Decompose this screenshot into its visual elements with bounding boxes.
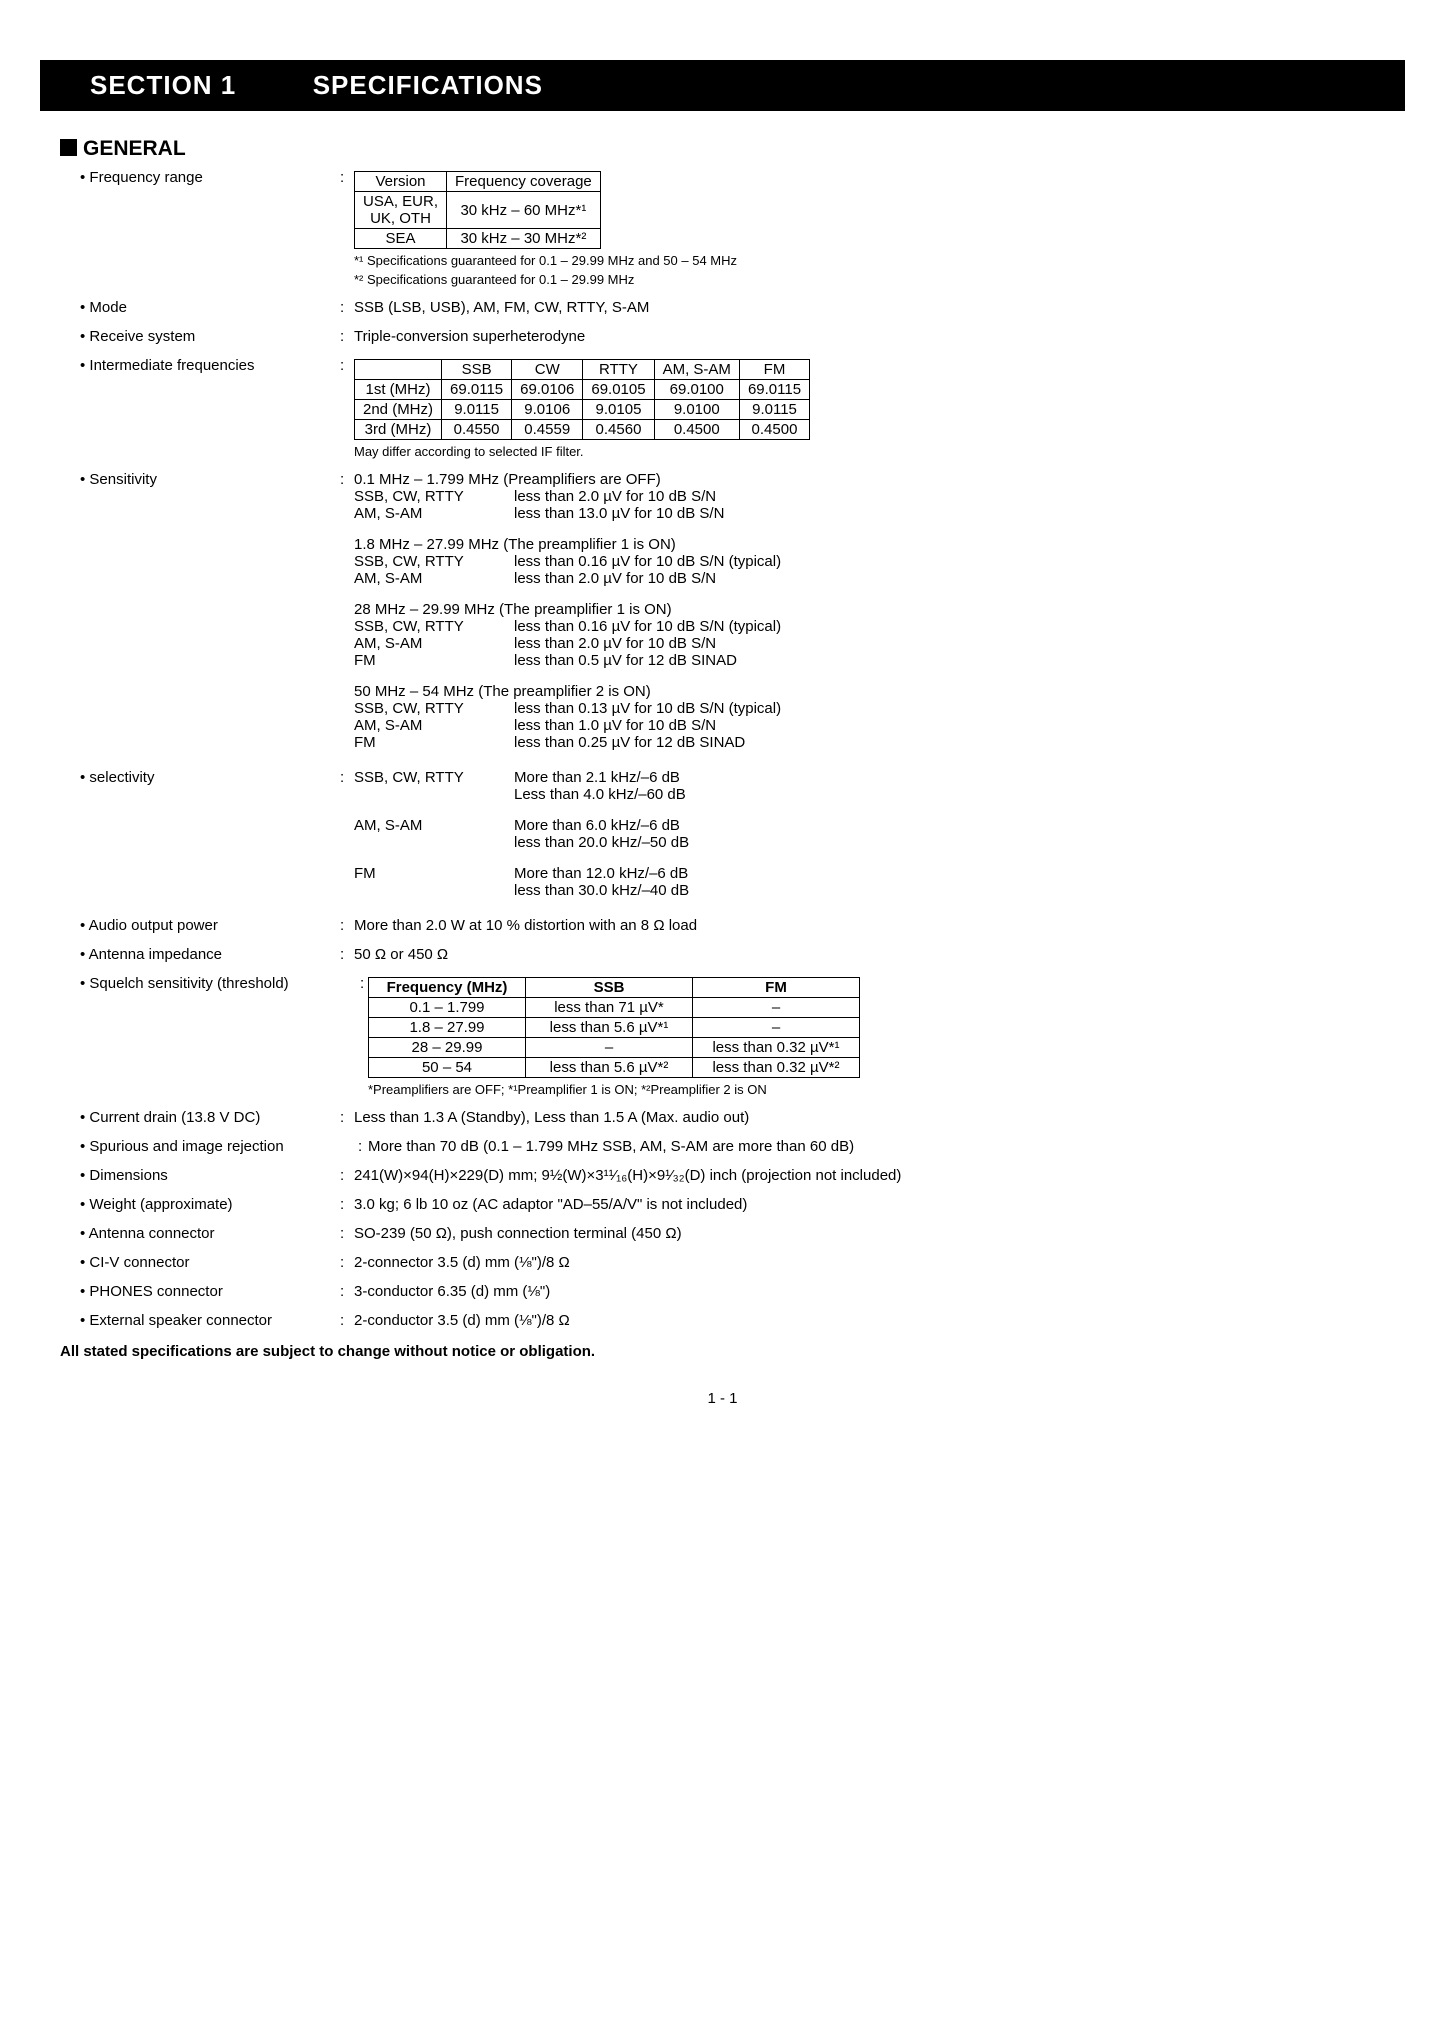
selectivity-group: SSB, CW, RTTYMore than 2.1 kHz/–6 dBLess… (354, 769, 1405, 803)
selectivity-group: AM, S-AMMore than 6.0 kHz/–6 dBless than… (354, 817, 1405, 851)
sensitivity-group-title: 1.8 MHz – 27.99 MHz (The preamplifier 1 … (354, 536, 1405, 553)
sensitivity-group: 50 MHz – 54 MHz (The preamplifier 2 is O… (354, 683, 1405, 751)
row-frequency-range: • Frequency range : VersionFrequency cov… (80, 169, 1405, 287)
sensitivity-group-title: 50 MHz – 54 MHz (The preamplifier 2 is O… (354, 683, 1405, 700)
selectivity-line: less than 30.0 kHz/–40 dB (354, 882, 1405, 899)
squelch-note: *Preamplifiers are OFF; *¹Preamplifier 1… (368, 1082, 1405, 1097)
row-selectivity: • selectivity : SSB, CW, RTTYMore than 2… (80, 769, 1405, 913)
row-current: • Current drain (13.8 V DC) : Less than … (80, 1109, 1405, 1126)
sensitivity-line: FMless than 0.5 µV for 12 dB SINAD (354, 652, 1405, 669)
title-name: SPECIFICATIONS (313, 70, 543, 100)
selectivity-line: AM, S-AMMore than 6.0 kHz/–6 dB (354, 817, 1405, 834)
sensitivity-line: SSB, CW, RTTYless than 2.0 µV for 10 dB … (354, 488, 1405, 505)
selectivity-line: SSB, CW, RTTYMore than 2.1 kHz/–6 dB (354, 769, 1405, 786)
selectivity-group: FMMore than 12.0 kHz/–6 dBless than 30.0… (354, 865, 1405, 899)
row-mode: • Mode : SSB (LSB, USB), AM, FM, CW, RTT… (80, 299, 1405, 316)
if-table: SSBCWRTTYAM, S-AMFM1st (MHz)69.011569.01… (354, 359, 810, 440)
sensitivity-line: AM, S-AMless than 2.0 µV for 10 dB S/N (354, 570, 1405, 587)
sensitivity-group-title: 28 MHz – 29.99 MHz (The preamplifier 1 i… (354, 601, 1405, 618)
sensitivity-line: SSB, CW, RTTYless than 0.16 µV for 10 dB… (354, 618, 1405, 635)
row-spurious: • Spurious and image rejection : More th… (80, 1138, 1405, 1155)
row-audio-out: • Audio output power : More than 2.0 W a… (80, 917, 1405, 934)
square-bullet-icon (60, 139, 77, 156)
sensitivity-line: SSB, CW, RTTYless than 0.16 µV for 10 dB… (354, 553, 1405, 570)
sensitivity-group: 1.8 MHz – 27.99 MHz (The preamplifier 1 … (354, 536, 1405, 587)
title-bar: SECTION 1 SPECIFICATIONS (40, 60, 1405, 111)
row-civ: • CI-V connector : 2-connector 3.5 (d) m… (80, 1254, 1405, 1271)
row-rx-system: • Receive system : Triple-conversion sup… (80, 328, 1405, 345)
sensitivity-line: SSB, CW, RTTYless than 0.13 µV for 10 dB… (354, 700, 1405, 717)
row-sensitivity: • Sensitivity : 0.1 MHz – 1.799 MHz (Pre… (80, 471, 1405, 765)
freq-note2: *² Specifications guaranteed for 0.1 – 2… (354, 272, 1405, 287)
sensitivity-line: FMless than 0.25 µV for 12 dB SINAD (354, 734, 1405, 751)
row-if: • Intermediate frequencies : SSBCWRTTYAM… (80, 357, 1405, 459)
row-ext-spk: • External speaker connector : 2-conduct… (80, 1312, 1405, 1329)
row-phones: • PHONES connector : 3-conductor 6.35 (d… (80, 1283, 1405, 1300)
selectivity-line: Less than 4.0 kHz/–60 dB (354, 786, 1405, 803)
row-weight: • Weight (approximate) : 3.0 kg; 6 lb 10… (80, 1196, 1405, 1213)
final-note: All stated specifications are subject to… (60, 1343, 1405, 1360)
sensitivity-line: AM, S-AMless than 1.0 µV for 10 dB S/N (354, 717, 1405, 734)
freq-range-table: VersionFrequency coverageUSA, EUR,UK, OT… (354, 171, 601, 249)
squelch-table: Frequency (MHz)SSBFM0.1 – 1.799less than… (368, 977, 860, 1078)
sensitivity-group: 28 MHz – 29.99 MHz (The preamplifier 1 i… (354, 601, 1405, 669)
page-number: 1 - 1 (40, 1390, 1405, 1407)
sensitivity-group-title: 0.1 MHz – 1.799 MHz (Preamplifiers are O… (354, 471, 1405, 488)
row-squelch: • Squelch sensitivity (threshold) : Freq… (80, 975, 1405, 1097)
sensitivity-line: AM, S-AMless than 2.0 µV for 10 dB S/N (354, 635, 1405, 652)
selectivity-line: less than 20.0 kHz/–50 dB (354, 834, 1405, 851)
title-section: SECTION 1 (90, 70, 236, 100)
heading-general: GENERAL (60, 137, 1405, 161)
sensitivity-line: AM, S-AMless than 13.0 µV for 10 dB S/N (354, 505, 1405, 522)
if-note: May differ according to selected IF filt… (354, 444, 1405, 459)
freq-note1: *¹ Specifications guaranteed for 0.1 – 2… (354, 253, 1405, 268)
selectivity-line: FMMore than 12.0 kHz/–6 dB (354, 865, 1405, 882)
sensitivity-group: 0.1 MHz – 1.799 MHz (Preamplifiers are O… (354, 471, 1405, 522)
row-ant-conn: • Antenna connector : SO-239 (50 Ω), pus… (80, 1225, 1405, 1242)
row-dimensions: • Dimensions : 241(W)×94(H)×229(D) mm; 9… (80, 1167, 1405, 1184)
row-ant-imp: • Antenna impedance : 50 Ω or 450 Ω (80, 946, 1405, 963)
